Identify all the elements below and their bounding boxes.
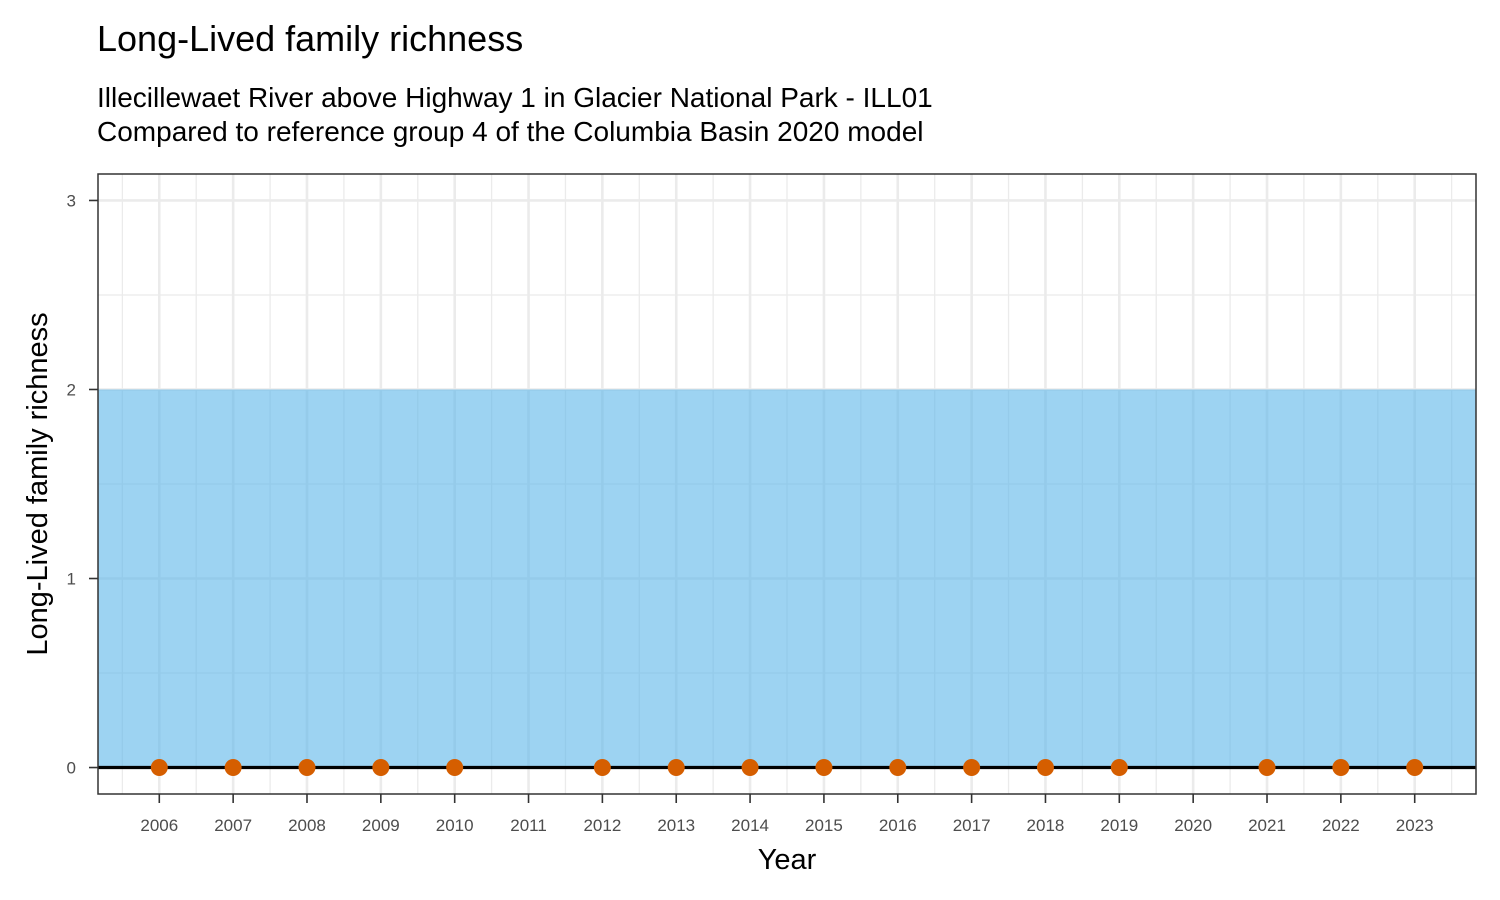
y-tick-label: 1 (67, 570, 76, 589)
data-point (372, 759, 390, 777)
x-tick-label: 2007 (214, 816, 252, 835)
y-axis-title: Long-Lived family richness (22, 312, 54, 655)
data-point (667, 759, 685, 777)
chart-subtitle-line-2: Compared to reference group 4 of the Col… (97, 116, 924, 147)
panel-border (97, 173, 1477, 795)
x-tick-label: 2018 (1027, 816, 1065, 835)
x-tick-label: 2021 (1248, 816, 1286, 835)
x-axis-title: Year (758, 844, 817, 876)
data-point (298, 759, 316, 777)
chart-subtitle-line-1: Illecillewaet River above Highway 1 in G… (97, 82, 933, 113)
x-tick-label: 2023 (1396, 816, 1434, 835)
y-tick-label: 2 (67, 380, 76, 399)
x-tick-label: 2009 (362, 816, 400, 835)
x-tick-label: 2012 (583, 816, 621, 835)
data-point (446, 759, 464, 777)
x-tick-label: 2014 (731, 816, 769, 835)
x-tick-label: 2006 (140, 816, 178, 835)
data-point (889, 759, 907, 777)
y-axis-ticks: 0 1 2 3 (67, 191, 98, 778)
x-tick-label: 2017 (953, 816, 991, 835)
data-point (150, 759, 168, 777)
data-point (1110, 759, 1128, 777)
x-tick-label: 2016 (879, 816, 917, 835)
data-point (593, 759, 611, 777)
x-tick-label: 2013 (657, 816, 695, 835)
x-tick-label: 2022 (1322, 816, 1360, 835)
chart-title: Long-Lived family richness (97, 18, 524, 59)
reference-band (98, 389, 1476, 768)
data-point (1406, 759, 1424, 777)
data-point (741, 759, 759, 777)
x-tick-label: 2015 (805, 816, 843, 835)
x-tick-label: 2011 (510, 816, 547, 835)
y-tick-label: 3 (67, 191, 76, 210)
data-point (963, 759, 981, 777)
data-point (1332, 759, 1350, 777)
data-point (1036, 759, 1054, 777)
x-tick-label: 2020 (1174, 816, 1212, 835)
y-tick-label: 0 (67, 759, 76, 778)
x-tick-label: 2010 (436, 816, 474, 835)
x-axis-ticks: 2006 2007 2008 2009 2010 2011 2012 2013 2014 2015… (140, 794, 1434, 835)
x-tick-label: 2008 (288, 816, 326, 835)
data-point (224, 759, 242, 777)
data-point (815, 759, 833, 777)
data-points (150, 759, 1424, 777)
data-point (1258, 759, 1276, 777)
x-tick-label: 2019 (1100, 816, 1138, 835)
